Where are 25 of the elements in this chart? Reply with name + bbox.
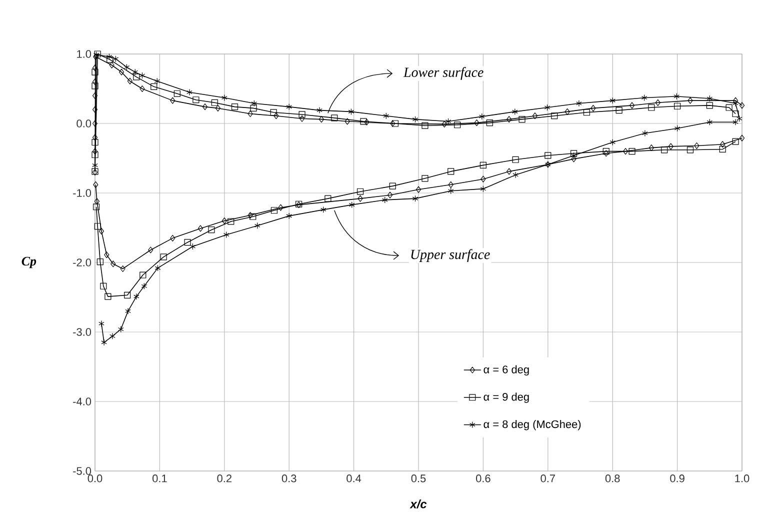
y-tick-label: -5.0 <box>73 467 92 475</box>
x-tick-label: 0.7 <box>540 474 555 482</box>
x-tick-label: 0.0 <box>88 474 102 482</box>
y-tick-label: -4.0 <box>73 398 92 406</box>
y-tick-label: 0.0 <box>76 120 92 128</box>
x-tick-label: 1.0 <box>735 474 750 482</box>
annotation: Lower surface <box>403 67 484 80</box>
x-tick-label: 0.6 <box>476 474 490 482</box>
x-tick-label: 0.2 <box>217 474 232 482</box>
legend-label: α = 8 deg (McGhee) <box>484 420 581 430</box>
y-tick-label: 1.0 <box>77 50 92 58</box>
x-tick-label: 0.9 <box>670 474 684 482</box>
x-tick-label: 0.8 <box>605 474 620 482</box>
y-axis-title: Cp <box>22 256 36 268</box>
x-tick-label: 0.3 <box>282 474 296 482</box>
x-tick-label: 0.4 <box>346 474 362 482</box>
y-tick-label: -3.0 <box>73 328 92 336</box>
legend-label: α = 9 deg <box>484 392 529 403</box>
x-axis-title: x/c <box>410 500 427 508</box>
x-tick-label: 0.1 <box>152 474 167 482</box>
y-tick-label: -2.0 <box>73 258 92 266</box>
x-tick-label: 0.5 <box>411 474 426 482</box>
y-tick-label: -1.0 <box>73 189 92 197</box>
annotation: Upper surface <box>411 249 490 262</box>
legend-label: α = 6 deg <box>484 365 529 376</box>
